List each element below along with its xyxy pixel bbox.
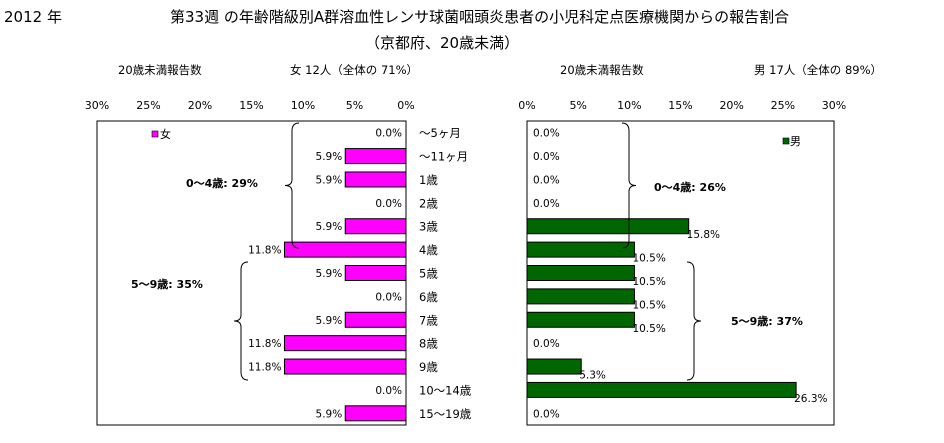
age-category-label: 1歳 bbox=[419, 173, 438, 187]
male-data-label: 0.0% bbox=[533, 151, 560, 163]
male-report-info: 男 17人（全体の 89%） bbox=[754, 63, 883, 77]
age-category-labels: ～5ヶ月 ～11ヶ月 1歳 2歳 3歳 4歳 5歳 6歳 7歳 8歳 9歳 10～14歳 15～19歳 bbox=[419, 126, 472, 421]
female-tick-label: 5% bbox=[346, 99, 363, 112]
male-data-label: 10.5% bbox=[632, 253, 665, 265]
female-data-label: 5.9% bbox=[316, 315, 343, 327]
age-category-label: 5歳 bbox=[419, 267, 438, 281]
male-annotation-5-9: 5～9歳: 37% bbox=[731, 314, 803, 328]
male-data-label: 0.0% bbox=[533, 128, 560, 140]
female-bar bbox=[344, 311, 407, 328]
male-data-label: 15.8% bbox=[687, 229, 720, 241]
male-tick-label: 30% bbox=[822, 99, 846, 112]
male-tick-label: 0% bbox=[518, 99, 535, 112]
female-data-label: 5.9% bbox=[316, 268, 343, 280]
chart-title: 第33週 の年齢階級別A群溶血性レンサ球菌咽頭炎患者の小児科定点医療機関からの報… bbox=[170, 8, 790, 26]
female-data-label: 5.9% bbox=[316, 151, 343, 163]
age-category-label: 2歳 bbox=[419, 196, 438, 210]
male-bar bbox=[526, 381, 797, 398]
male-data-label: 26.3% bbox=[794, 393, 827, 405]
age-category-label: 9歳 bbox=[419, 360, 438, 374]
male-data-label: 10.5% bbox=[632, 299, 665, 311]
female-tick-label: 30% bbox=[85, 99, 109, 112]
age-category-label: 3歳 bbox=[419, 220, 438, 234]
male-chart: 0% 5% 10% 15% 20% 25% 30% 0.0% 0.0% 0.0% 0.0% 15.8%… bbox=[518, 99, 846, 426]
female-brace-0-4 bbox=[284, 122, 300, 249]
male-brace-0-4 bbox=[621, 122, 637, 249]
age-category-label: 4歳 bbox=[419, 243, 438, 257]
female-tick-label: 25% bbox=[136, 99, 160, 112]
male-tick-label: 15% bbox=[668, 99, 692, 112]
male-data-label: 10.5% bbox=[632, 323, 665, 335]
chart-subtitle: （京都府、20歳未満） bbox=[365, 34, 520, 52]
female-data-label: 11.8% bbox=[248, 245, 281, 257]
male-bar bbox=[526, 311, 635, 328]
male-tick-label: 10% bbox=[617, 99, 641, 112]
female-report-info: 女 12人（全体の 71%） bbox=[290, 63, 419, 77]
age-category-label: 7歳 bbox=[419, 313, 438, 327]
female-data-label: 5.9% bbox=[316, 408, 343, 420]
female-legend-swatch bbox=[151, 130, 159, 138]
male-tick-label: 5% bbox=[569, 99, 586, 112]
female-data-label: 5.9% bbox=[316, 174, 343, 186]
female-bar bbox=[344, 218, 407, 235]
female-tick-label: 15% bbox=[239, 99, 263, 112]
male-data-label: 0.0% bbox=[533, 174, 560, 186]
female-legend-label: 女 bbox=[160, 127, 171, 141]
female-data-label: 11.8% bbox=[248, 362, 281, 374]
female-data-label: 0.0% bbox=[375, 128, 402, 140]
female-annotation-0-4: 0～4歳: 29% bbox=[186, 176, 258, 190]
female-bar bbox=[344, 148, 407, 165]
female-data-label: 0.0% bbox=[375, 385, 402, 397]
female-tick-label: 0% bbox=[397, 99, 414, 112]
male-bar bbox=[526, 241, 635, 258]
female-bar bbox=[283, 241, 407, 258]
female-bar bbox=[283, 358, 407, 375]
female-data-label: 11.8% bbox=[248, 338, 281, 350]
female-bar bbox=[344, 171, 407, 188]
male-report-count-header: 20歳未満報告数 bbox=[560, 63, 644, 77]
female-bar bbox=[344, 405, 407, 422]
age-category-label: 8歳 bbox=[419, 337, 438, 351]
female-data-label: 5.9% bbox=[316, 221, 343, 233]
male-legend-label: 男 bbox=[790, 135, 801, 148]
male-data-label: 0.0% bbox=[533, 338, 560, 350]
female-chart: 30% 25% 20% 15% 10% 5% 0% 0.0% 5.9% 5.9% 0.0% 5.9% 1… bbox=[85, 99, 415, 426]
age-category-label: ～11ヶ月 bbox=[419, 150, 468, 164]
age-category-label: 10～14歳 bbox=[419, 383, 472, 397]
male-bar bbox=[526, 358, 582, 375]
male-bar bbox=[526, 218, 690, 235]
male-data-label: 5.3% bbox=[579, 370, 606, 382]
male-legend-swatch bbox=[782, 137, 790, 145]
female-report-count-header: 20歳未満報告数 bbox=[118, 63, 202, 77]
male-data-label: 10.5% bbox=[632, 276, 665, 288]
age-category-label: ～5ヶ月 bbox=[419, 126, 461, 140]
male-bar bbox=[526, 265, 635, 281]
female-data-label: 0.0% bbox=[375, 198, 402, 210]
year-label: 2012 年 bbox=[4, 8, 62, 26]
male-bar bbox=[526, 288, 635, 305]
male-brace-5-9 bbox=[686, 261, 702, 381]
male-annotation-0-4: 0～4歳: 26% bbox=[654, 180, 726, 194]
female-data-label: 0.0% bbox=[375, 291, 402, 303]
male-tick-label: 25% bbox=[771, 99, 795, 112]
male-data-label: 0.0% bbox=[533, 408, 560, 420]
female-bar bbox=[283, 335, 407, 352]
female-tick-label: 10% bbox=[291, 99, 315, 112]
age-category-label: 6歳 bbox=[419, 290, 438, 304]
age-category-label: 15～19歳 bbox=[419, 407, 472, 421]
female-brace-5-9 bbox=[233, 261, 249, 381]
female-tick-label: 20% bbox=[188, 99, 212, 112]
male-tick-label: 20% bbox=[719, 99, 743, 112]
female-annotation-5-9: 5～9歳: 35% bbox=[131, 277, 203, 291]
female-bar bbox=[344, 265, 407, 281]
male-data-label: 0.0% bbox=[533, 198, 560, 210]
